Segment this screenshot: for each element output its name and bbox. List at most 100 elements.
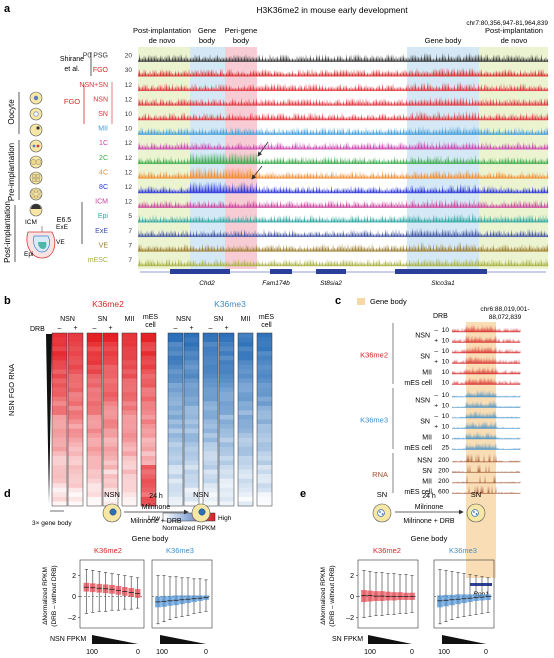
heatmap-cell — [52, 496, 67, 502]
e-top-treat: Milrinone — [415, 504, 444, 511]
heatmap-cell — [52, 392, 67, 398]
blastocyst-icon — [29, 203, 43, 217]
e-xtriangle-1 — [368, 635, 412, 644]
region-label-denovo-left-2: de novo — [149, 36, 176, 45]
heatmap-cell — [141, 378, 156, 384]
heatmap-cell — [68, 410, 83, 416]
heatmap-cell — [184, 437, 199, 443]
region-label-peri-1: Peri-gene — [225, 26, 258, 35]
heatmap-cell — [257, 355, 272, 361]
heatmap-cell — [219, 414, 234, 420]
heatmap-cell — [203, 492, 218, 498]
heatmap-cell — [238, 378, 253, 384]
shirane-label-1: Shirane — [60, 56, 84, 63]
heatmap-cell — [103, 414, 118, 420]
heatmap-cell — [238, 346, 253, 352]
heatmap-cell — [141, 433, 156, 439]
box-7 — [479, 576, 485, 614]
heatmap-cell — [238, 364, 253, 370]
heatmap-cell — [52, 478, 67, 484]
e-xtick-2: 0 — [410, 649, 414, 656]
track-label: NSN — [93, 96, 108, 103]
heatmap-cell — [238, 369, 253, 375]
heatmap-cell — [141, 469, 156, 475]
heatmap-cell — [141, 465, 156, 470]
track-signal — [138, 241, 549, 252]
heatmap-col-label: NSN — [176, 316, 191, 323]
track-label: SN — [98, 111, 108, 118]
heatmap-cell — [87, 369, 102, 375]
e-time: 24 h — [422, 493, 436, 500]
gene-st8sia2: St8sia2 — [320, 280, 342, 287]
heatmap-cell — [122, 437, 137, 443]
d-ylabel-2: (DRB – without DRB) — [51, 565, 58, 626]
heatmap-cell — [52, 355, 67, 361]
heatmap-cell — [122, 378, 137, 384]
heatmap-cell — [68, 364, 83, 370]
heatmap-cell — [257, 360, 272, 366]
heatmap-frame — [202, 332, 219, 507]
heatmap-cell — [103, 474, 118, 479]
heatmap-cell — [87, 437, 102, 443]
box-0 — [155, 575, 161, 625]
box-6 — [397, 574, 403, 614]
heatmap-cell — [122, 428, 137, 434]
c-row-label: mES cell — [404, 445, 432, 452]
heatmap-frame — [86, 332, 103, 507]
heatmap-cell — [219, 383, 234, 388]
arrow-4c — [251, 165, 263, 180]
heatmap-cell — [122, 346, 137, 352]
heatmap-cell — [141, 364, 156, 370]
heatmap-column: + — [67, 325, 84, 507]
heatmap-cell — [87, 396, 102, 402]
y-tick-label: 2 — [72, 573, 76, 580]
heatmap-cell — [184, 410, 199, 416]
heatmap-cell — [203, 469, 218, 475]
heatmap-cell — [219, 478, 234, 484]
panel-b-label: b — [4, 295, 11, 307]
heatmap-cell — [122, 442, 137, 448]
heatmap-cell — [257, 437, 272, 443]
heatmap-cell — [219, 373, 234, 379]
stage-postimpl: Post-implantation — [3, 201, 12, 263]
heatmap-cell — [257, 392, 272, 398]
heatmap-cell — [203, 451, 218, 457]
track-epi: Epi 5 — [98, 212, 549, 223]
heatmap-cell — [219, 337, 234, 343]
heatmap-cell — [168, 387, 183, 393]
box-body — [367, 590, 373, 602]
heatmap-col-label: SN — [98, 316, 108, 323]
heatmap-cell — [52, 405, 67, 411]
heatmap-cell — [52, 501, 67, 507]
heatmap-cell — [203, 446, 218, 452]
color-legend-bar — [162, 512, 216, 522]
d-time: 24 h — [149, 493, 163, 500]
heatmap-cell — [103, 351, 118, 357]
heatmap-cell — [257, 369, 272, 375]
heatmap-cell — [168, 410, 183, 416]
heatmap-cell — [68, 465, 83, 470]
heatmap-cell — [238, 437, 253, 443]
heatmap-cell — [219, 405, 234, 411]
legend-high: High — [218, 515, 232, 522]
track-label: 4C — [99, 169, 108, 176]
panel-e: e SN SN 24 h Milrinone Milrinone + DRB G… — [300, 488, 495, 656]
heatmap-cell — [168, 478, 183, 484]
heatmap-cell — [257, 405, 272, 411]
heatmap-cell — [184, 355, 199, 361]
heatmap-cell — [68, 442, 83, 448]
d-xtriangle-1 — [92, 635, 138, 644]
heatmap-cell — [203, 474, 218, 479]
oocyte-icon-1 — [29, 91, 43, 105]
c-drb-sign: – — [434, 327, 438, 334]
y-tick-label: 0 — [72, 594, 76, 601]
c-row-label: MII — [422, 478, 432, 485]
heatmap-cell — [257, 401, 272, 407]
heatmap-cell — [168, 483, 183, 489]
d-xtick-3: 100 — [156, 649, 168, 656]
heatmap-cell — [68, 342, 83, 347]
track-scale: 12 — [125, 140, 133, 147]
e-xtick-3: 100 — [438, 649, 450, 656]
